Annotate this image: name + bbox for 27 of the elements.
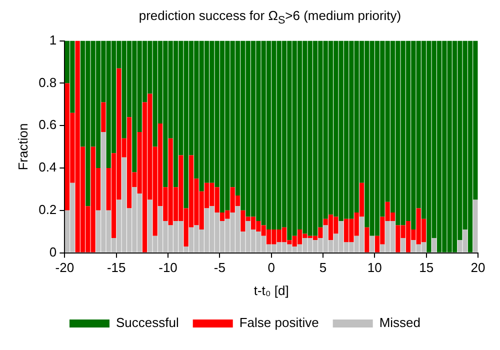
x-tick-label: -15 [106, 260, 126, 276]
legend-label: Missed [379, 315, 421, 330]
bar [473, 200, 478, 252]
x-tick-label: 5 [319, 260, 327, 276]
x-axis-title: t-t₀ [d] [254, 282, 289, 298]
legend-label: False positive [239, 315, 319, 330]
y-tick-label: 0.8 [38, 74, 57, 90]
y-tick-label: 1 [49, 32, 57, 48]
x-tick-label: -20 [55, 260, 74, 276]
legend-label: Successful [116, 315, 179, 330]
y-tick-label: 0.4 [38, 160, 57, 175]
y-axis-title: Fraction [15, 123, 30, 170]
bar [370, 236, 374, 252]
bar [364, 227, 370, 252]
bar [432, 238, 436, 252]
x-tick-label: 0 [268, 260, 275, 276]
y-tick-label: 0.6 [38, 117, 57, 132]
y-tick-label: 0.2 [38, 202, 57, 217]
y-tick-label: 0 [49, 244, 57, 260]
x-tick-label: 10 [367, 260, 382, 276]
x-tick-label: 15 [419, 260, 434, 276]
x-tick-label: -5 [214, 260, 226, 276]
x-tick-label: -10 [158, 260, 178, 276]
chart-title: prediction success for Ω$_{S}$>6 (medium priority) [138, 8, 402, 29]
x-tick-label: 20 [470, 260, 486, 276]
bar [101, 102, 106, 132]
bar [400, 238, 406, 252]
